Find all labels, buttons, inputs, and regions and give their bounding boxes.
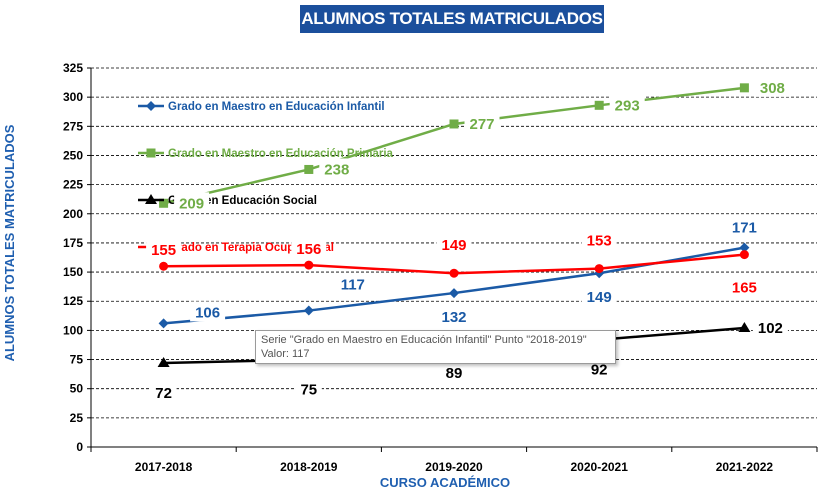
point-marker — [738, 322, 751, 333]
data-label: 89 — [446, 365, 463, 382]
point-marker — [304, 164, 314, 174]
tooltip-value: Valor: 117 — [261, 348, 310, 360]
data-label: 72 — [155, 385, 172, 402]
legend: Grado en Maestro en Educación Infantil Gr… — [138, 101, 394, 254]
point-marker — [739, 250, 749, 260]
legend-label: Grado en Maestro en Educación Infantil — [168, 101, 385, 113]
x-tick-label: 2018-2019 — [280, 460, 338, 474]
point-marker — [303, 305, 314, 316]
y-axis-title: ALUMNOS TOTALES MATRICULADOS — [2, 124, 17, 361]
tooltip-series-point: Serie "Grado en Maestro en Educación Inf… — [261, 334, 587, 346]
data-label: 106 — [195, 304, 220, 321]
data-label-bg — [581, 286, 617, 307]
data-label: 165 — [732, 280, 757, 297]
point-marker — [159, 261, 169, 271]
point-marker — [594, 264, 604, 274]
data-label-bg — [436, 234, 472, 255]
point-marker — [159, 198, 169, 208]
data-label: 156 — [296, 241, 321, 258]
data-label: 293 — [615, 97, 640, 114]
point-marker — [449, 119, 459, 129]
data-label: 132 — [441, 309, 466, 326]
point-marker — [157, 357, 170, 368]
data-label-bg — [609, 94, 645, 115]
point-marker — [146, 148, 156, 158]
y-tick-label: 175 — [63, 236, 83, 250]
data-label-bg — [190, 301, 226, 322]
data-label-bg — [726, 216, 762, 237]
y-tick-label: 250 — [63, 148, 83, 162]
y-tick-label: 325 — [63, 61, 83, 75]
y-tick-label: 300 — [63, 90, 83, 104]
series-1 — [159, 83, 749, 208]
y-tick-label: 225 — [63, 178, 83, 192]
data-label-bg — [726, 276, 762, 297]
point-marker — [739, 242, 750, 253]
data-label-bg — [295, 378, 322, 399]
data-labels: 106 117 132 149 171 209 238 277 293 308 72 75 89 92 10… — [146, 76, 790, 403]
point-marker — [158, 318, 169, 329]
data-label-bg — [335, 273, 371, 294]
point-marker — [449, 288, 459, 299]
x-tick-label: 2019-2020 — [425, 460, 483, 474]
point-marker — [146, 101, 156, 111]
data-label: 238 — [324, 161, 349, 178]
data-label: 153 — [587, 233, 612, 250]
chart-title: ALUMNOS TOTALES MATRICULADOS — [300, 5, 604, 33]
data-label: 102 — [758, 320, 783, 337]
data-label: 149 — [587, 289, 612, 306]
data-label: 117 — [341, 277, 365, 294]
data-label: 149 — [441, 237, 466, 254]
series-3 — [159, 250, 749, 278]
point-marker — [145, 194, 157, 204]
data-label-bg — [754, 76, 790, 97]
data-label-bg — [146, 239, 182, 260]
data-label-bg — [291, 238, 327, 259]
data-label: 308 — [760, 80, 785, 97]
y-tick-label: 50 — [70, 382, 84, 396]
point-marker — [739, 83, 749, 93]
legend-label: Grado en Maestro en Educación Primaria — [168, 148, 394, 160]
x-tick-label: 2017-2018 — [135, 460, 193, 474]
data-tooltip: Serie "Grado en Maestro en Educación Inf… — [255, 330, 616, 364]
y-tick-label: 275 — [63, 119, 83, 133]
point-marker — [594, 100, 604, 110]
x-tick-label: 2020-2021 — [571, 460, 629, 474]
data-label: 209 — [179, 195, 204, 212]
data-label-bg — [319, 158, 355, 179]
y-axis-ticks: 0 25 50 75 100 125 150 175 200 225 250 275 300 325 — [63, 61, 91, 454]
x-tick-label: 2021-2022 — [716, 460, 774, 474]
data-label-bg — [150, 382, 177, 403]
data-label: 75 — [300, 382, 317, 399]
point-marker — [449, 268, 459, 278]
y-tick-label: 200 — [63, 207, 83, 221]
legend-entry: Grado en Maestro en Educación Primaria — [138, 148, 394, 160]
data-label: 277 — [469, 116, 494, 133]
y-tick-label: 150 — [63, 265, 83, 279]
y-tick-label: 125 — [63, 294, 83, 308]
data-label-bg — [752, 317, 788, 338]
y-tick-label: 100 — [63, 323, 83, 337]
y-tick-label: 25 — [70, 411, 84, 425]
x-axis-ticks: 2017-2018 2018-2019 2019-2020 2020-2021 2021… — [90, 447, 818, 474]
point-marker — [304, 260, 314, 270]
x-axis-title: CURSO ACADÉMICO — [380, 475, 510, 490]
data-label: 155 — [151, 242, 176, 259]
y-tick-label: 75 — [70, 353, 84, 367]
data-label-bg — [441, 362, 467, 383]
data-label-bg — [464, 112, 500, 133]
y-tick-label: 0 — [76, 440, 83, 454]
data-label-bg — [581, 229, 617, 250]
axes — [90, 68, 817, 448]
data-label-bg — [436, 306, 472, 327]
data-label: 171 — [732, 220, 757, 237]
data-label: 92 — [591, 362, 608, 379]
data-label-bg — [174, 192, 210, 213]
legend-entry: Grado en Maestro en Educación Infantil — [138, 101, 385, 113]
